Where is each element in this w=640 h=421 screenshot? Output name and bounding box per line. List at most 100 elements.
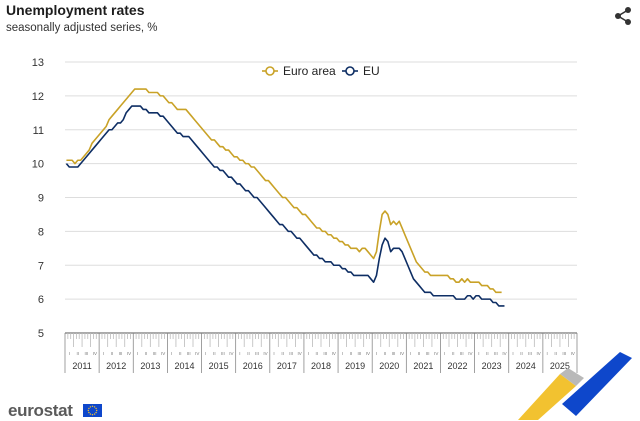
quarter-tick-label: I: [308, 351, 309, 356]
quarter-tick-label: IV: [229, 351, 233, 356]
quarter-tick-label: I: [137, 351, 138, 356]
year-tick-label: 2014: [174, 361, 194, 371]
quarter-tick-label: III: [494, 351, 498, 356]
quarter-tick-label: II: [350, 351, 353, 356]
quarter-tick-label: III: [528, 351, 532, 356]
quarter-tick-label: I: [69, 351, 70, 356]
legend-marker: [345, 66, 355, 76]
decorative-swoosh: [518, 352, 632, 420]
quarter-tick-label: III: [358, 351, 362, 356]
year-tick-label: 2021: [413, 361, 433, 371]
y-tick-label: 6: [38, 294, 44, 306]
series-line-eu: [65, 105, 505, 307]
quarter-tick-label: III: [460, 351, 464, 356]
quarter-tick-label: I: [547, 351, 548, 356]
quarter-tick-label: III: [255, 351, 259, 356]
y-tick-label: 10: [32, 159, 44, 171]
quarter-tick-label: IV: [332, 351, 336, 356]
quarter-tick-label: IV: [366, 351, 370, 356]
quarter-tick-label: II: [418, 351, 421, 356]
quarter-tick-label: II: [554, 351, 557, 356]
quarter-tick-label: I: [512, 351, 513, 356]
year-tick-label: 2025: [550, 361, 570, 371]
y-tick-label: 8: [38, 226, 44, 238]
share-icon: [615, 7, 631, 25]
eu-flag-icon: [83, 404, 102, 417]
y-tick-label: 13: [32, 57, 44, 69]
quarter-tick-label: III: [392, 351, 396, 356]
y-tick-label: 7: [38, 260, 44, 272]
year-tick-label: 2018: [311, 361, 331, 371]
year-tick-label: 2022: [448, 361, 468, 371]
year-tick-label: 2023: [482, 361, 502, 371]
y-tick-label: 9: [38, 193, 44, 205]
quarter-tick-label: II: [145, 351, 148, 356]
quarter-tick-label: IV: [195, 351, 199, 356]
quarter-tick-label: IV: [161, 351, 165, 356]
quarter-tick-label: I: [444, 351, 445, 356]
quarter-tick-label: IV: [93, 351, 97, 356]
quarter-tick-label: II: [384, 351, 387, 356]
year-tick-label: 2020: [379, 361, 399, 371]
eurostat-logo: eurostat: [8, 401, 73, 420]
y-tick-label: 11: [33, 125, 44, 137]
series-line-euro-area: [66, 88, 502, 294]
y-tick-label: 5: [38, 328, 44, 340]
quarter-tick-label: II: [111, 351, 114, 356]
quarter-tick-label: III: [426, 351, 430, 356]
quarter-tick-label: III: [119, 351, 123, 356]
quarter-tick-label: II: [213, 351, 216, 356]
quarter-tick-label: II: [452, 351, 455, 356]
quarter-tick-label: III: [289, 351, 293, 356]
year-tick-label: 2011: [72, 361, 91, 371]
quarter-tick-label: I: [342, 351, 343, 356]
year-tick-label: 2024: [516, 361, 536, 371]
legend-label: EU: [363, 64, 380, 78]
quarter-tick-label: II: [77, 351, 80, 356]
quarter-tick-label: IV: [400, 351, 404, 356]
quarter-tick-label: I: [171, 351, 172, 356]
quarter-tick-label: IV: [127, 351, 131, 356]
share-button[interactable]: [610, 4, 636, 28]
quarter-tick-label: I: [103, 351, 104, 356]
quarter-tick-label: II: [179, 351, 182, 356]
chart-subtitle: seasonally adjusted series, %: [6, 22, 158, 34]
year-tick-label: 2016: [243, 361, 263, 371]
quarter-tick-label: II: [281, 351, 284, 356]
quarter-tick-label: IV: [434, 351, 438, 356]
quarter-tick-label: IV: [536, 351, 540, 356]
legend-marker: [265, 66, 275, 76]
quarter-tick-label: IV: [263, 351, 267, 356]
quarter-tick-label: II: [247, 351, 250, 356]
quarter-tick-label: IV: [298, 351, 302, 356]
legend-item-eu[interactable]: EU: [342, 64, 380, 78]
quarter-tick-label: III: [323, 351, 327, 356]
year-tick-label: 2019: [345, 361, 365, 371]
legend-label: Euro area: [283, 64, 336, 78]
quarter-tick-label: III: [562, 351, 566, 356]
year-tick-label: 2017: [277, 361, 297, 371]
quarter-tick-label: II: [520, 351, 523, 356]
quarter-tick-label: I: [376, 351, 377, 356]
quarter-tick-label: IV: [468, 351, 472, 356]
quarter-tick-label: I: [273, 351, 274, 356]
quarter-tick-label: I: [239, 351, 240, 356]
legend-item-euro-area[interactable]: Euro area: [262, 64, 336, 78]
y-tick-label: 12: [32, 91, 44, 103]
y-axis: 5 6 7 8 9 10 11 12 13: [32, 57, 44, 340]
quarter-tick-label: I: [205, 351, 206, 356]
quarter-tick-label: I: [410, 351, 411, 356]
year-tick-label: 2015: [209, 361, 229, 371]
quarter-tick-label: III: [153, 351, 157, 356]
quarter-tick-label: IV: [571, 351, 575, 356]
series-lines: [65, 88, 505, 307]
quarter-tick-label: III: [187, 351, 191, 356]
quarter-tick-label: III: [221, 351, 225, 356]
quarter-tick-label: II: [486, 351, 489, 356]
legend: Euro area EU: [262, 64, 380, 78]
year-tick-label: 2013: [140, 361, 160, 371]
chart-title: Unemployment rates: [6, 2, 145, 18]
quarter-tick-label: IV: [502, 351, 506, 356]
